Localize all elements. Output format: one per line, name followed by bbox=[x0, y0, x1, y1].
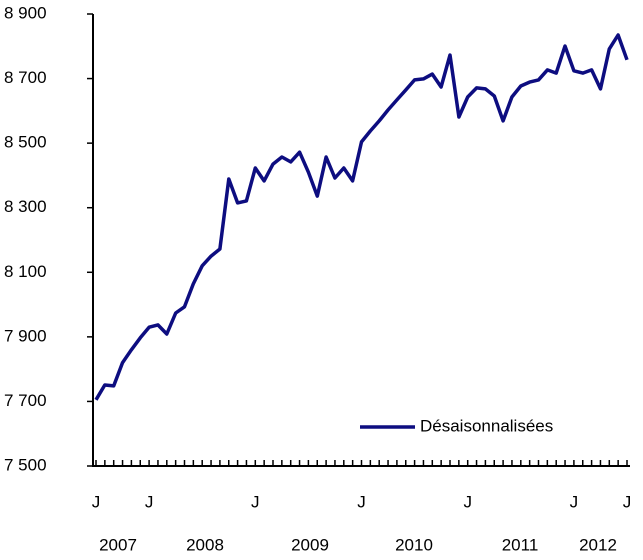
year-label: 2008 bbox=[186, 535, 224, 554]
line-series bbox=[94, 33, 629, 401]
x-tick-label: J bbox=[145, 492, 154, 511]
legend-label: Désaisonnalisées bbox=[420, 416, 553, 435]
year-label: 2011 bbox=[502, 535, 539, 554]
y-tick-label: 8 700 bbox=[4, 68, 47, 87]
x-tick-label: J bbox=[463, 492, 472, 511]
x-tick-label: J bbox=[570, 492, 579, 511]
x-tick-label: J bbox=[251, 492, 260, 511]
y-tick-label: 8 900 bbox=[4, 3, 47, 22]
year-label: 2009 bbox=[291, 535, 329, 554]
x-tick-label: J bbox=[623, 492, 632, 511]
y-tick-label: 8 300 bbox=[4, 197, 47, 216]
y-tick-label: 7 900 bbox=[4, 326, 47, 345]
y-tick-label: 8 500 bbox=[4, 133, 47, 152]
year-label: 2007 bbox=[99, 535, 137, 554]
year-label: 2012 bbox=[579, 535, 617, 554]
y-tick-label: 7 700 bbox=[4, 391, 47, 410]
x-tick-label: J bbox=[92, 492, 101, 511]
x-tick-label: J bbox=[357, 492, 366, 511]
year-label: 2010 bbox=[395, 535, 433, 554]
y-tick-label: 8 100 bbox=[4, 262, 47, 281]
y-tick-label: 7 500 bbox=[4, 455, 47, 474]
